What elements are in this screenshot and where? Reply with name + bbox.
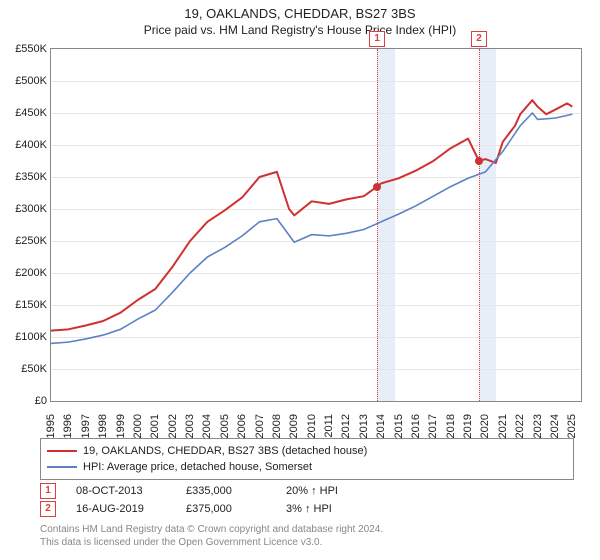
credits-line2: This data is licensed under the Open Gov… <box>40 537 560 550</box>
tx-point <box>475 157 483 165</box>
chart-container: 19, OAKLANDS, CHEDDAR, BS27 3BS Price pa… <box>0 0 600 560</box>
legend-swatch <box>47 450 77 452</box>
series-line <box>51 113 572 343</box>
tx-vs-hpi: 20% ↑ HPI <box>286 485 446 497</box>
y-tick-label: £200K <box>3 267 47 279</box>
tx-price: £375,000 <box>186 503 286 515</box>
y-tick-label: £550K <box>3 43 47 55</box>
tx-marker-badge: 1 <box>369 31 385 47</box>
legend: 19, OAKLANDS, CHEDDAR, BS27 3BS (detache… <box>40 438 574 480</box>
y-tick-label: £450K <box>3 107 47 119</box>
tx-marker-badge: 2 <box>471 31 487 47</box>
y-tick-label: £300K <box>3 203 47 215</box>
tx-number-badge: 2 <box>40 501 56 517</box>
legend-row: HPI: Average price, detached house, Some… <box>47 459 567 475</box>
tx-number-badge: 1 <box>40 483 56 499</box>
series-line <box>51 100 572 330</box>
tx-point <box>373 183 381 191</box>
tx-vs-hpi: 3% ↑ HPI <box>286 503 446 515</box>
chart-subtitle: Price paid vs. HM Land Registry's House … <box>0 21 600 41</box>
credits: Contains HM Land Registry data © Crown c… <box>40 524 560 549</box>
y-tick-label: £0 <box>3 395 47 407</box>
y-tick-label: £250K <box>3 235 47 247</box>
legend-swatch <box>47 466 77 468</box>
tx-date: 08-OCT-2013 <box>76 485 186 497</box>
chart-title: 19, OAKLANDS, CHEDDAR, BS27 3BS <box>0 0 600 21</box>
tx-price: £335,000 <box>186 485 286 497</box>
tx-vertical-line <box>377 49 378 401</box>
transaction-table: 1 08-OCT-2013£335,00020% ↑ HPI 2 16-AUG-201… <box>40 482 560 518</box>
chart-svg <box>51 49 581 401</box>
legend-row: 19, OAKLANDS, CHEDDAR, BS27 3BS (detache… <box>47 443 567 459</box>
transaction-row: 2 16-AUG-2019£375,0003% ↑ HPI <box>40 500 560 518</box>
credits-line1: Contains HM Land Registry data © Crown c… <box>40 524 560 537</box>
y-tick-label: £150K <box>3 299 47 311</box>
transaction-row: 1 08-OCT-2013£335,00020% ↑ HPI <box>40 482 560 500</box>
y-tick-label: £400K <box>3 139 47 151</box>
y-tick-label: £100K <box>3 331 47 343</box>
y-tick-label: £50K <box>3 363 47 375</box>
y-tick-label: £500K <box>3 75 47 87</box>
tx-vertical-line <box>479 49 480 401</box>
legend-label: HPI: Average price, detached house, Some… <box>83 461 312 473</box>
chart-plot-area: £0£50K£100K£150K£200K£250K£300K£350K£400… <box>50 48 582 402</box>
legend-label: 19, OAKLANDS, CHEDDAR, BS27 3BS (detache… <box>83 445 367 457</box>
y-tick-label: £350K <box>3 171 47 183</box>
tx-date: 16-AUG-2019 <box>76 503 186 515</box>
